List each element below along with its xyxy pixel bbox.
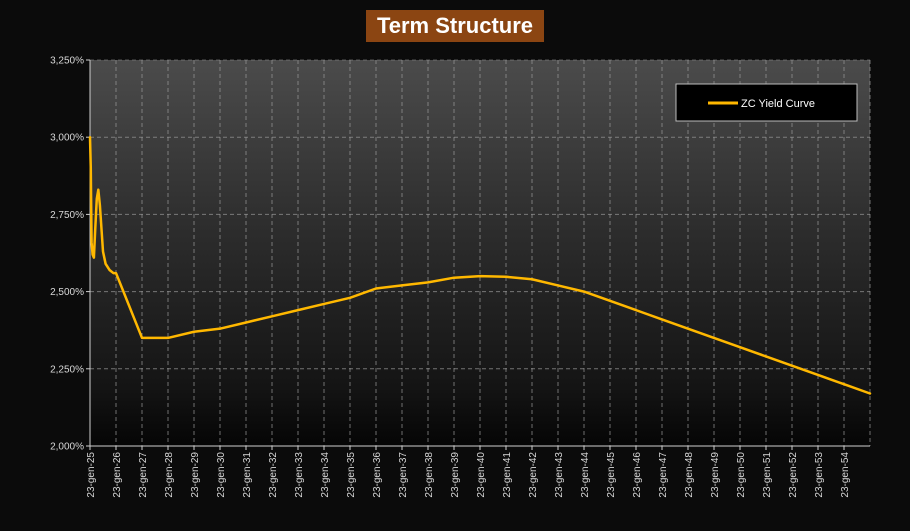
axes bbox=[86, 59, 870, 450]
x-tick-label: 23-gen-51 bbox=[762, 452, 773, 498]
x-tick-label: 23-gen-41 bbox=[502, 452, 513, 498]
y-tick-label: 3,250% bbox=[50, 56, 84, 67]
x-tick-label: 23-gen-26 bbox=[112, 452, 123, 498]
x-tick-label: 23-gen-35 bbox=[346, 452, 357, 498]
x-tick-label: 23-gen-34 bbox=[320, 452, 331, 498]
x-tick-label: 23-gen-36 bbox=[372, 452, 383, 498]
x-tick-label: 23-gen-44 bbox=[580, 452, 591, 498]
x-tick-labels: 23-gen-25 23-gen-26 23-gen-27 23-gen-28 23-g… bbox=[86, 452, 851, 498]
x-tick-label: 23-gen-39 bbox=[450, 452, 461, 498]
x-tick-label: 23-gen-33 bbox=[294, 452, 305, 498]
x-tick-label: 23-gen-50 bbox=[736, 452, 747, 498]
legend-box bbox=[675, 83, 858, 122]
x-tick-label: 23-gen-54 bbox=[840, 452, 851, 498]
x-tick-label: 23-gen-31 bbox=[242, 452, 253, 498]
x-tick-label: 23-gen-52 bbox=[788, 452, 799, 498]
x-tick-label: 23-gen-46 bbox=[632, 452, 643, 498]
x-tick-label: 23-gen-40 bbox=[476, 452, 487, 498]
x-tick-label: 23-gen-37 bbox=[398, 452, 409, 498]
x-tick-label: 23-gen-48 bbox=[684, 452, 695, 498]
x-tick-label: 23-gen-30 bbox=[216, 452, 227, 498]
legend: ZC Yield Curve bbox=[675, 83, 858, 122]
x-tick-label: 23-gen-28 bbox=[164, 452, 175, 498]
x-tick-label: 23-gen-49 bbox=[710, 452, 721, 498]
x-tick-label: 23-gen-43 bbox=[554, 452, 565, 498]
series-lines bbox=[88, 135, 872, 395]
y-tick-label: 3,000% bbox=[50, 133, 84, 144]
y-tick-label: 2,000% bbox=[50, 442, 84, 453]
x-tick-label: 23-gen-29 bbox=[190, 452, 201, 498]
grid-lines bbox=[90, 59, 871, 446]
x-tick-label: 23-gen-38 bbox=[424, 452, 435, 498]
x-tick-label: 23-gen-27 bbox=[138, 452, 149, 498]
legend-label: ZC Yield Curve bbox=[741, 98, 815, 110]
y-tick-label: 2,750% bbox=[50, 210, 84, 221]
x-tick-label: 23-gen-42 bbox=[528, 452, 539, 498]
y-tick-label: 2,500% bbox=[50, 287, 84, 298]
series-line bbox=[88, 135, 872, 395]
x-tick-label: 23-gen-25 bbox=[86, 452, 97, 498]
x-tick-label: 23-gen-47 bbox=[658, 452, 669, 498]
x-tick-label: 23-gen-45 bbox=[606, 452, 617, 498]
chart-title: Term Structure bbox=[366, 10, 544, 42]
y-tick-label: 2,250% bbox=[50, 364, 84, 375]
x-tick-label: 23-gen-32 bbox=[268, 452, 279, 498]
x-tick-label: 23-gen-53 bbox=[814, 452, 825, 498]
y-tick-labels: 2,000% 2,250% 2,500% 2,750% 3,000% 3,250% bbox=[50, 56, 84, 453]
